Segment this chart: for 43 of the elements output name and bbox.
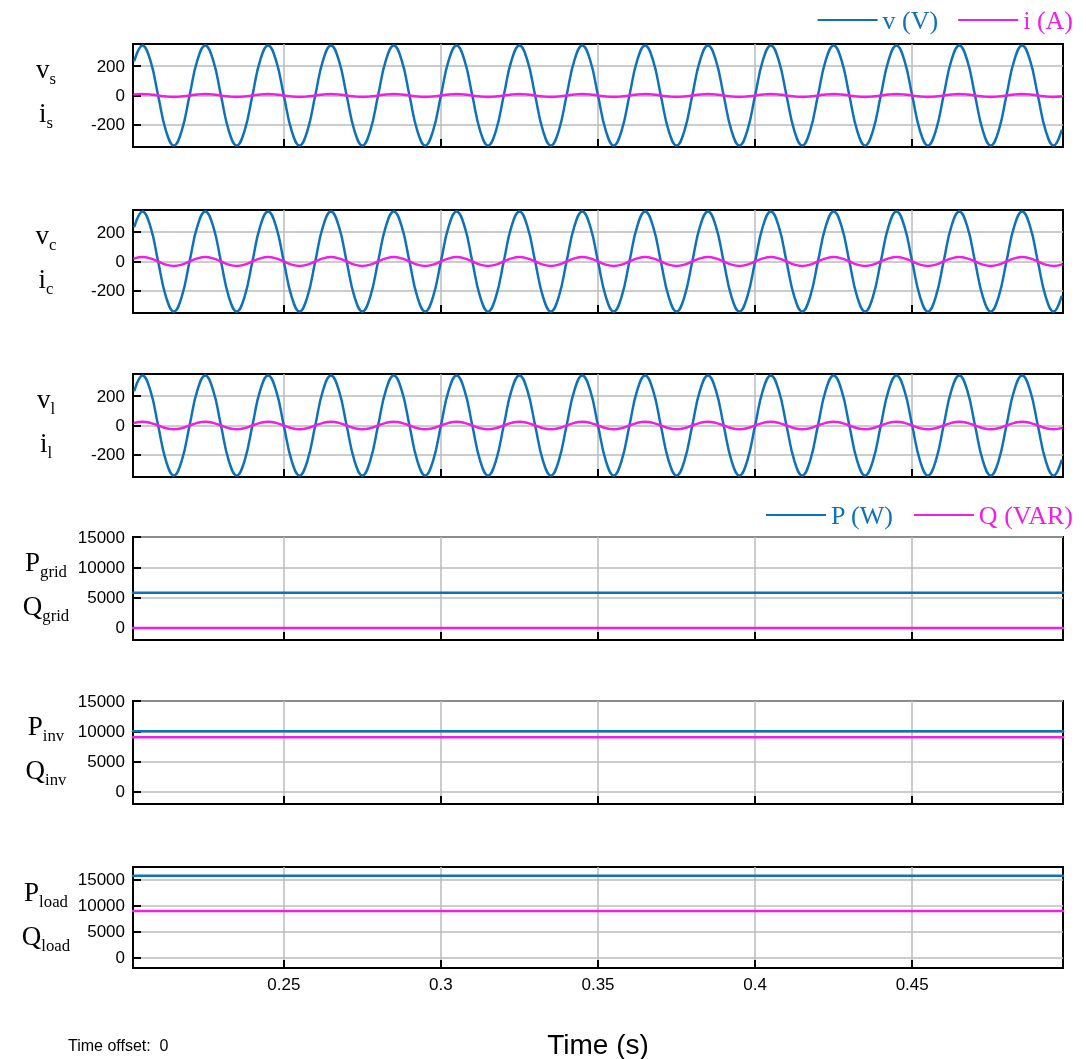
y-tick-label: 200 [96,56,125,76]
text: Time offset: 0 [68,1036,169,1054]
x-tick-label: 0.45 [895,975,929,994]
y-axis-title: P$_{grid}$ Q$_{grid}$ [22,545,70,627]
y-tick-label: 5000 [87,588,125,608]
y-tick-label: 200 [96,386,125,406]
line-series [133,374,1063,477]
y-tick-label: 5000 [87,752,125,772]
line-series [133,420,1063,431]
legend-label: Q (VAR) [978,500,1073,530]
x-tick-label: 0.3 [429,975,453,994]
y-tick-label: 0 [115,782,125,802]
x-tick-label: 0.25 [267,975,301,994]
y-tick-label: 0 [115,252,125,271]
y-tick-label: 10000 [77,721,125,741]
x-axis-title: Time (s) [547,1028,649,1059]
y-axis-title: v$_{l}$ i$_{l}$ [36,382,56,464]
y-axis-title: v$_{s}$ i$_{s}$ [35,52,56,134]
y-tick-label: 10000 [77,896,125,916]
y-tick-label: -200 [90,445,125,465]
line-series [133,44,1063,147]
y-tick-label: -200 [90,115,125,135]
y-tick-label: 0 [115,618,125,638]
y-tick-label: 10000 [77,557,125,577]
y-axis-title: P$_{load}$ Q$_{load}$ [21,875,71,957]
line-series [133,210,1063,313]
y-tick-label: 0 [115,86,125,105]
x-tick-label: 0.4 [743,975,767,994]
line-series [133,255,1063,268]
legend-label: i (A) [1023,5,1074,35]
y-axis-title: v$_{c}$ i$_{c}$ [35,218,57,300]
y-axis-title: P$_{inv}$ Q$_{inv}$ [25,709,67,791]
legend-label: P (W) [831,500,893,530]
x-tick-label: 0.35 [581,975,615,994]
y-tick-label: 0 [115,416,125,435]
y-tick-label: 5000 [87,922,125,942]
y-tick-label: 0 [115,948,125,968]
y-tick-label: 15000 [77,870,125,890]
legend-label: v (V) [882,5,939,35]
y-tick-label: 200 [96,222,125,242]
y-tick-label: 15000 [77,691,125,711]
y-tick-label: -200 [90,281,125,301]
y-tick-label: 15000 [77,527,125,547]
